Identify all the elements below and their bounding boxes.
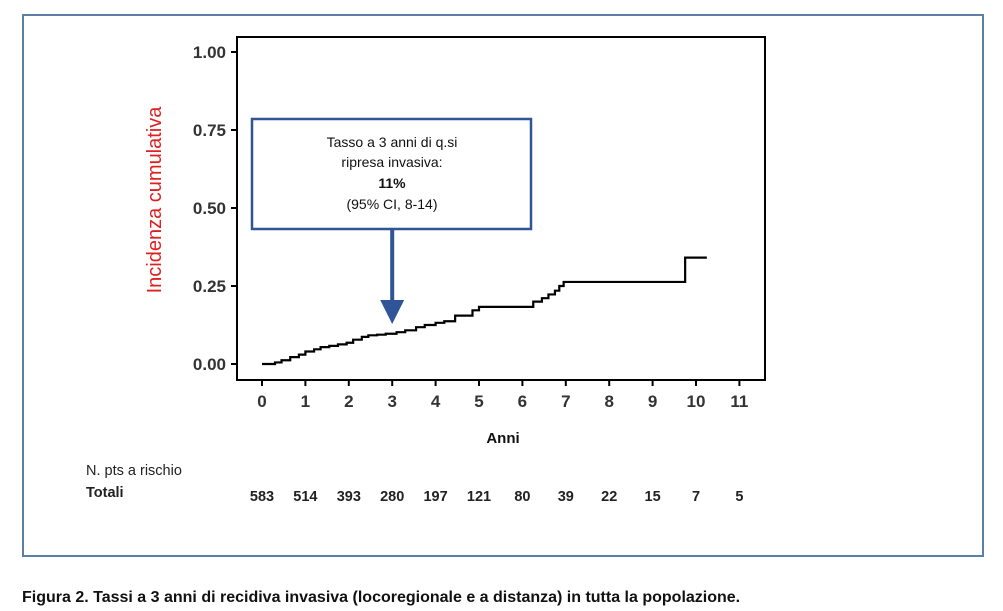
y-axis: 0.00 0.25 0.50 0.75 1.00	[193, 43, 237, 374]
y-tick-label: 0.75	[193, 121, 226, 140]
risk-value: 80	[514, 489, 530, 505]
x-tick-label: 2	[344, 392, 353, 411]
x-axis-label: Anni	[486, 430, 519, 447]
x-tick-label: 0	[257, 392, 266, 411]
x-tick-label: 4	[431, 392, 441, 411]
x-tick-label: 10	[687, 392, 706, 411]
risk-value: 197	[423, 489, 447, 505]
x-tick-label: 9	[648, 392, 657, 411]
figure-frame	[22, 14, 984, 557]
risk-value: 39	[558, 489, 574, 505]
risk-table-row-label: Totali	[86, 485, 124, 501]
x-tick-label: 1	[301, 392, 310, 411]
y-tick-label: 0.50	[193, 199, 226, 218]
risk-table-header: N. pts a rischio	[86, 463, 182, 479]
y-axis-label: Incidenza cumulativa	[144, 106, 166, 294]
figure-caption: Figura 2. Tassi a 3 anni di recidiva inv…	[22, 589, 741, 606]
annotation-value: 11%	[378, 175, 406, 191]
x-tick-label: 5	[474, 392, 483, 411]
annotation-box	[250, 117, 533, 231]
risk-value: 393	[337, 489, 361, 505]
risk-value: 7	[692, 489, 700, 505]
risk-value: 22	[601, 489, 617, 505]
annotation-arrow-head	[380, 300, 405, 324]
y-tick-label: 0.00	[193, 355, 226, 374]
km-chart: 0.00 0.25 0.50 0.75 1.00 0 1 2 3 4 5 6 7 8 9 10 11 Inci…	[86, 36, 766, 505]
risk-value: 583	[250, 489, 274, 505]
x-axis: 0 1 2 3 4 5 6 7 8 9 10 11	[257, 380, 748, 411]
x-tick-label: 7	[561, 392, 570, 411]
risk-value: 5	[735, 489, 743, 505]
x-tick-label: 11	[730, 392, 748, 411]
y-tick-label: 1.00	[193, 43, 226, 62]
risk-table-values: 583 514 393 280 197 121 80 39 22 15 7 5	[250, 489, 744, 505]
risk-value: 514	[293, 489, 317, 505]
risk-value: 121	[467, 489, 491, 505]
risk-value: 15	[645, 489, 661, 505]
risk-value: 280	[380, 489, 404, 505]
annotation-line-2: ripresa invasiva:	[341, 154, 442, 170]
annotation-line-1: Tasso a 3 anni di q.si	[327, 134, 458, 150]
incidence-curve	[262, 256, 707, 366]
x-tick-label: 6	[518, 392, 527, 411]
x-tick-label: 3	[387, 392, 396, 411]
y-tick-label: 0.25	[193, 277, 226, 296]
annotation: Tasso a 3 anni di q.si ripresa invasiva:…	[250, 117, 533, 324]
annotation-ci: (95% CI, 8-14)	[346, 196, 437, 212]
x-tick-label: 8	[604, 392, 613, 411]
